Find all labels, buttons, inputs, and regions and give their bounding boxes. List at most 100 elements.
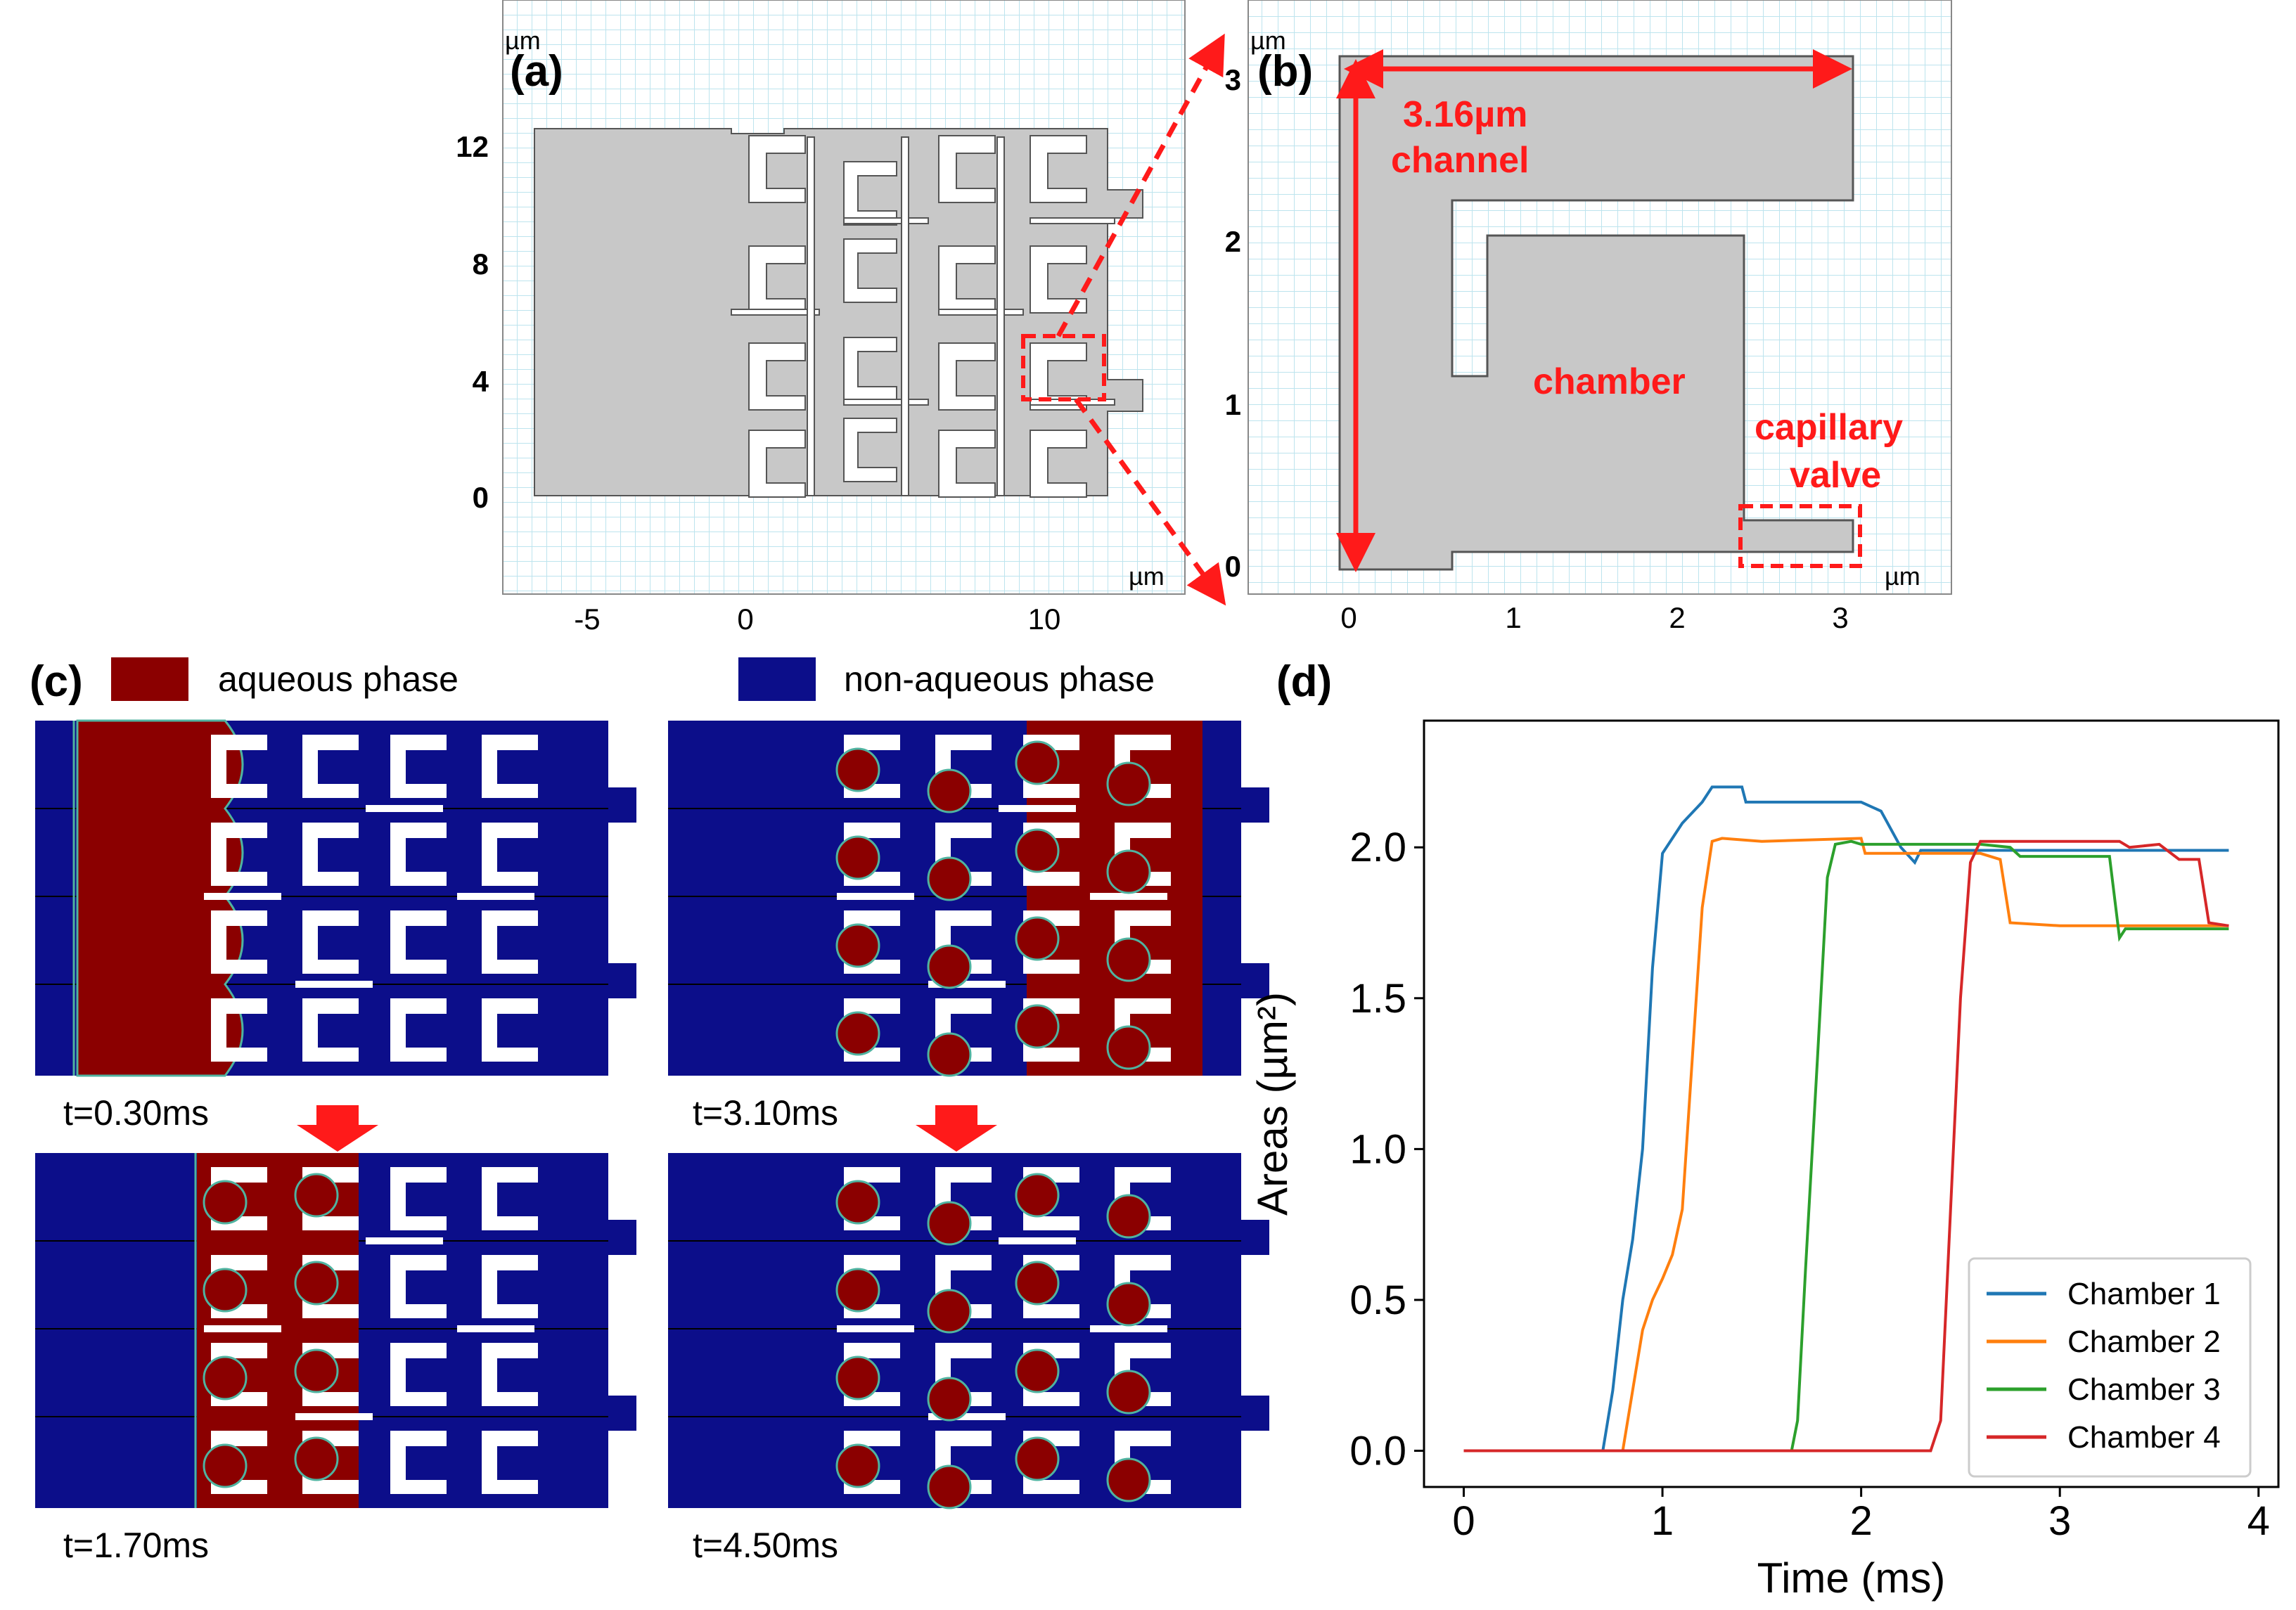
down-arrow-2	[916, 1105, 997, 1152]
legend-label: Chamber 4	[2067, 1420, 2221, 1455]
panel-a-xtick: -5	[574, 603, 600, 636]
capillary-valve-box	[1738, 504, 1862, 568]
slit	[457, 1325, 534, 1332]
highlight-box-a	[1021, 334, 1106, 401]
aqueous-droplet	[835, 1180, 880, 1225]
y-axis-label: Areas (µm²)	[1249, 992, 1296, 1216]
area-chart: 0 1 2 3 4 0.0 0.5 1.0 1.5 2.0 Time (ms) Areas (µm²)…	[1249, 719, 2280, 1602]
annotation-length: 3.16µm	[1403, 94, 1527, 135]
chamber-cutout	[482, 1431, 538, 1494]
chamber-cutout	[302, 998, 359, 1062]
aqueous-droplet	[203, 1443, 248, 1488]
panel-c-label: (c)	[30, 657, 83, 706]
aqueous-droplet	[835, 1268, 880, 1313]
aqueous-droplet	[1106, 1457, 1151, 1502]
legend-swatch-nonaqueous	[738, 657, 816, 701]
panel-b-unit-top: µm	[1250, 26, 1286, 55]
aqueous-droplet	[927, 1201, 972, 1246]
aqueous-droplet	[927, 856, 972, 901]
chamber-cutout	[390, 735, 447, 798]
panel-a-xtick: 10	[1028, 603, 1061, 636]
aqueous-droplet	[294, 1173, 339, 1218]
series-line	[1463, 839, 2229, 1453]
snapshot-tile	[35, 1153, 636, 1508]
aqueous-droplet	[835, 923, 880, 968]
panel-a-unit-top: µm	[505, 26, 541, 55]
x-tick-label: 0	[1452, 1498, 1475, 1544]
aqueous-droplet	[835, 1355, 880, 1400]
chamber-cutout	[482, 823, 538, 886]
series-line	[1463, 785, 2229, 1453]
panel-b: 3.16µm channel chamber capillary valve (…	[1225, 0, 1952, 634]
snapshot-tile	[668, 721, 1269, 1077]
aqueous-droplet	[835, 1443, 880, 1488]
snapshot-tile	[668, 1153, 1269, 1509]
panel-c: (c) aqueous phase non-aqueous phase t=0.…	[30, 657, 1269, 1565]
aqueous-droplet	[294, 1261, 339, 1306]
slit	[999, 1237, 1076, 1244]
aqueous-droplet	[927, 768, 972, 813]
aqueous-droplet	[1106, 1194, 1151, 1239]
aqueous-droplet	[927, 1032, 972, 1077]
chamber-cutout	[482, 1343, 538, 1406]
slit	[204, 1325, 281, 1332]
simulation-snapshots	[35, 719, 1269, 1509]
aqueous-droplet	[203, 1268, 248, 1313]
y-tick-label: 1.0	[1349, 1126, 1406, 1172]
plot-frame	[1423, 719, 2280, 1488]
chamber-cutout	[211, 735, 267, 798]
aqueous-droplet	[835, 747, 880, 792]
chamber-cutout	[482, 1255, 538, 1318]
chamber-cutout	[482, 735, 538, 798]
panel-a-unit-right: µm	[1129, 562, 1165, 591]
aqueous-droplet	[1015, 1261, 1060, 1306]
panel-b-label: (b)	[1257, 47, 1313, 96]
chamber-cutout	[482, 998, 538, 1062]
slit	[1090, 1325, 1167, 1332]
device-geometry	[534, 128, 1143, 498]
slit	[295, 1413, 373, 1420]
legend-label: Chamber 2	[2067, 1325, 2221, 1359]
chamber-cutout	[302, 910, 359, 974]
aqueous-droplet	[203, 1180, 248, 1225]
slit	[204, 893, 281, 900]
panel-a: (a) µm µm 12 8 4 0 -5 0 10	[456, 0, 1226, 636]
annotation-chamber: chamber	[1533, 361, 1686, 402]
slit	[457, 893, 534, 900]
aqueous-droplet	[1106, 849, 1151, 894]
panel-b-xtick: 1	[1505, 601, 1521, 634]
aqueous-droplet	[1015, 740, 1060, 785]
x-tick-label: 2	[1849, 1498, 1872, 1544]
y-tick-label: 0.0	[1349, 1429, 1406, 1474]
series-line	[1463, 837, 2229, 1453]
aqueous-droplet	[927, 1377, 972, 1422]
x-axis-label: Time (ms)	[1757, 1554, 1946, 1602]
zoom-arrow-top	[1056, 33, 1225, 337]
panel-b-unit-right: µm	[1885, 562, 1920, 591]
slit	[295, 981, 373, 988]
x-tick-label: 4	[2247, 1498, 2270, 1544]
legend-label: Chamber 1	[2067, 1277, 2221, 1311]
panel-b-ytick: 2	[1225, 225, 1241, 258]
panel-a-xtick: 0	[737, 603, 753, 636]
x-tick-label: 3	[2048, 1498, 2071, 1544]
aqueous-droplet	[1015, 1348, 1060, 1393]
x-tick-label: 1	[1651, 1498, 1674, 1544]
chamber-cutout	[390, 1167, 447, 1230]
series-line	[1463, 839, 2229, 1453]
panel-b-xtick: 0	[1340, 601, 1357, 634]
aqueous-droplet	[1106, 761, 1151, 806]
time-label-3: t=1.70ms	[63, 1526, 209, 1565]
chamber-cutout	[302, 823, 359, 886]
slit	[366, 1237, 443, 1244]
chamber-cutout	[390, 1431, 447, 1494]
panel-b-xtick: 2	[1669, 601, 1685, 634]
y-tick-label: 1.5	[1349, 976, 1406, 1022]
chamber-cutout	[482, 910, 538, 974]
zoom-arrow-bottom	[1074, 397, 1226, 606]
panel-b-xtick: 3	[1832, 601, 1848, 634]
annotation-valve-line1: capillary	[1755, 407, 1903, 448]
slit	[928, 1413, 1006, 1420]
aqueous-droplet	[835, 1011, 880, 1056]
